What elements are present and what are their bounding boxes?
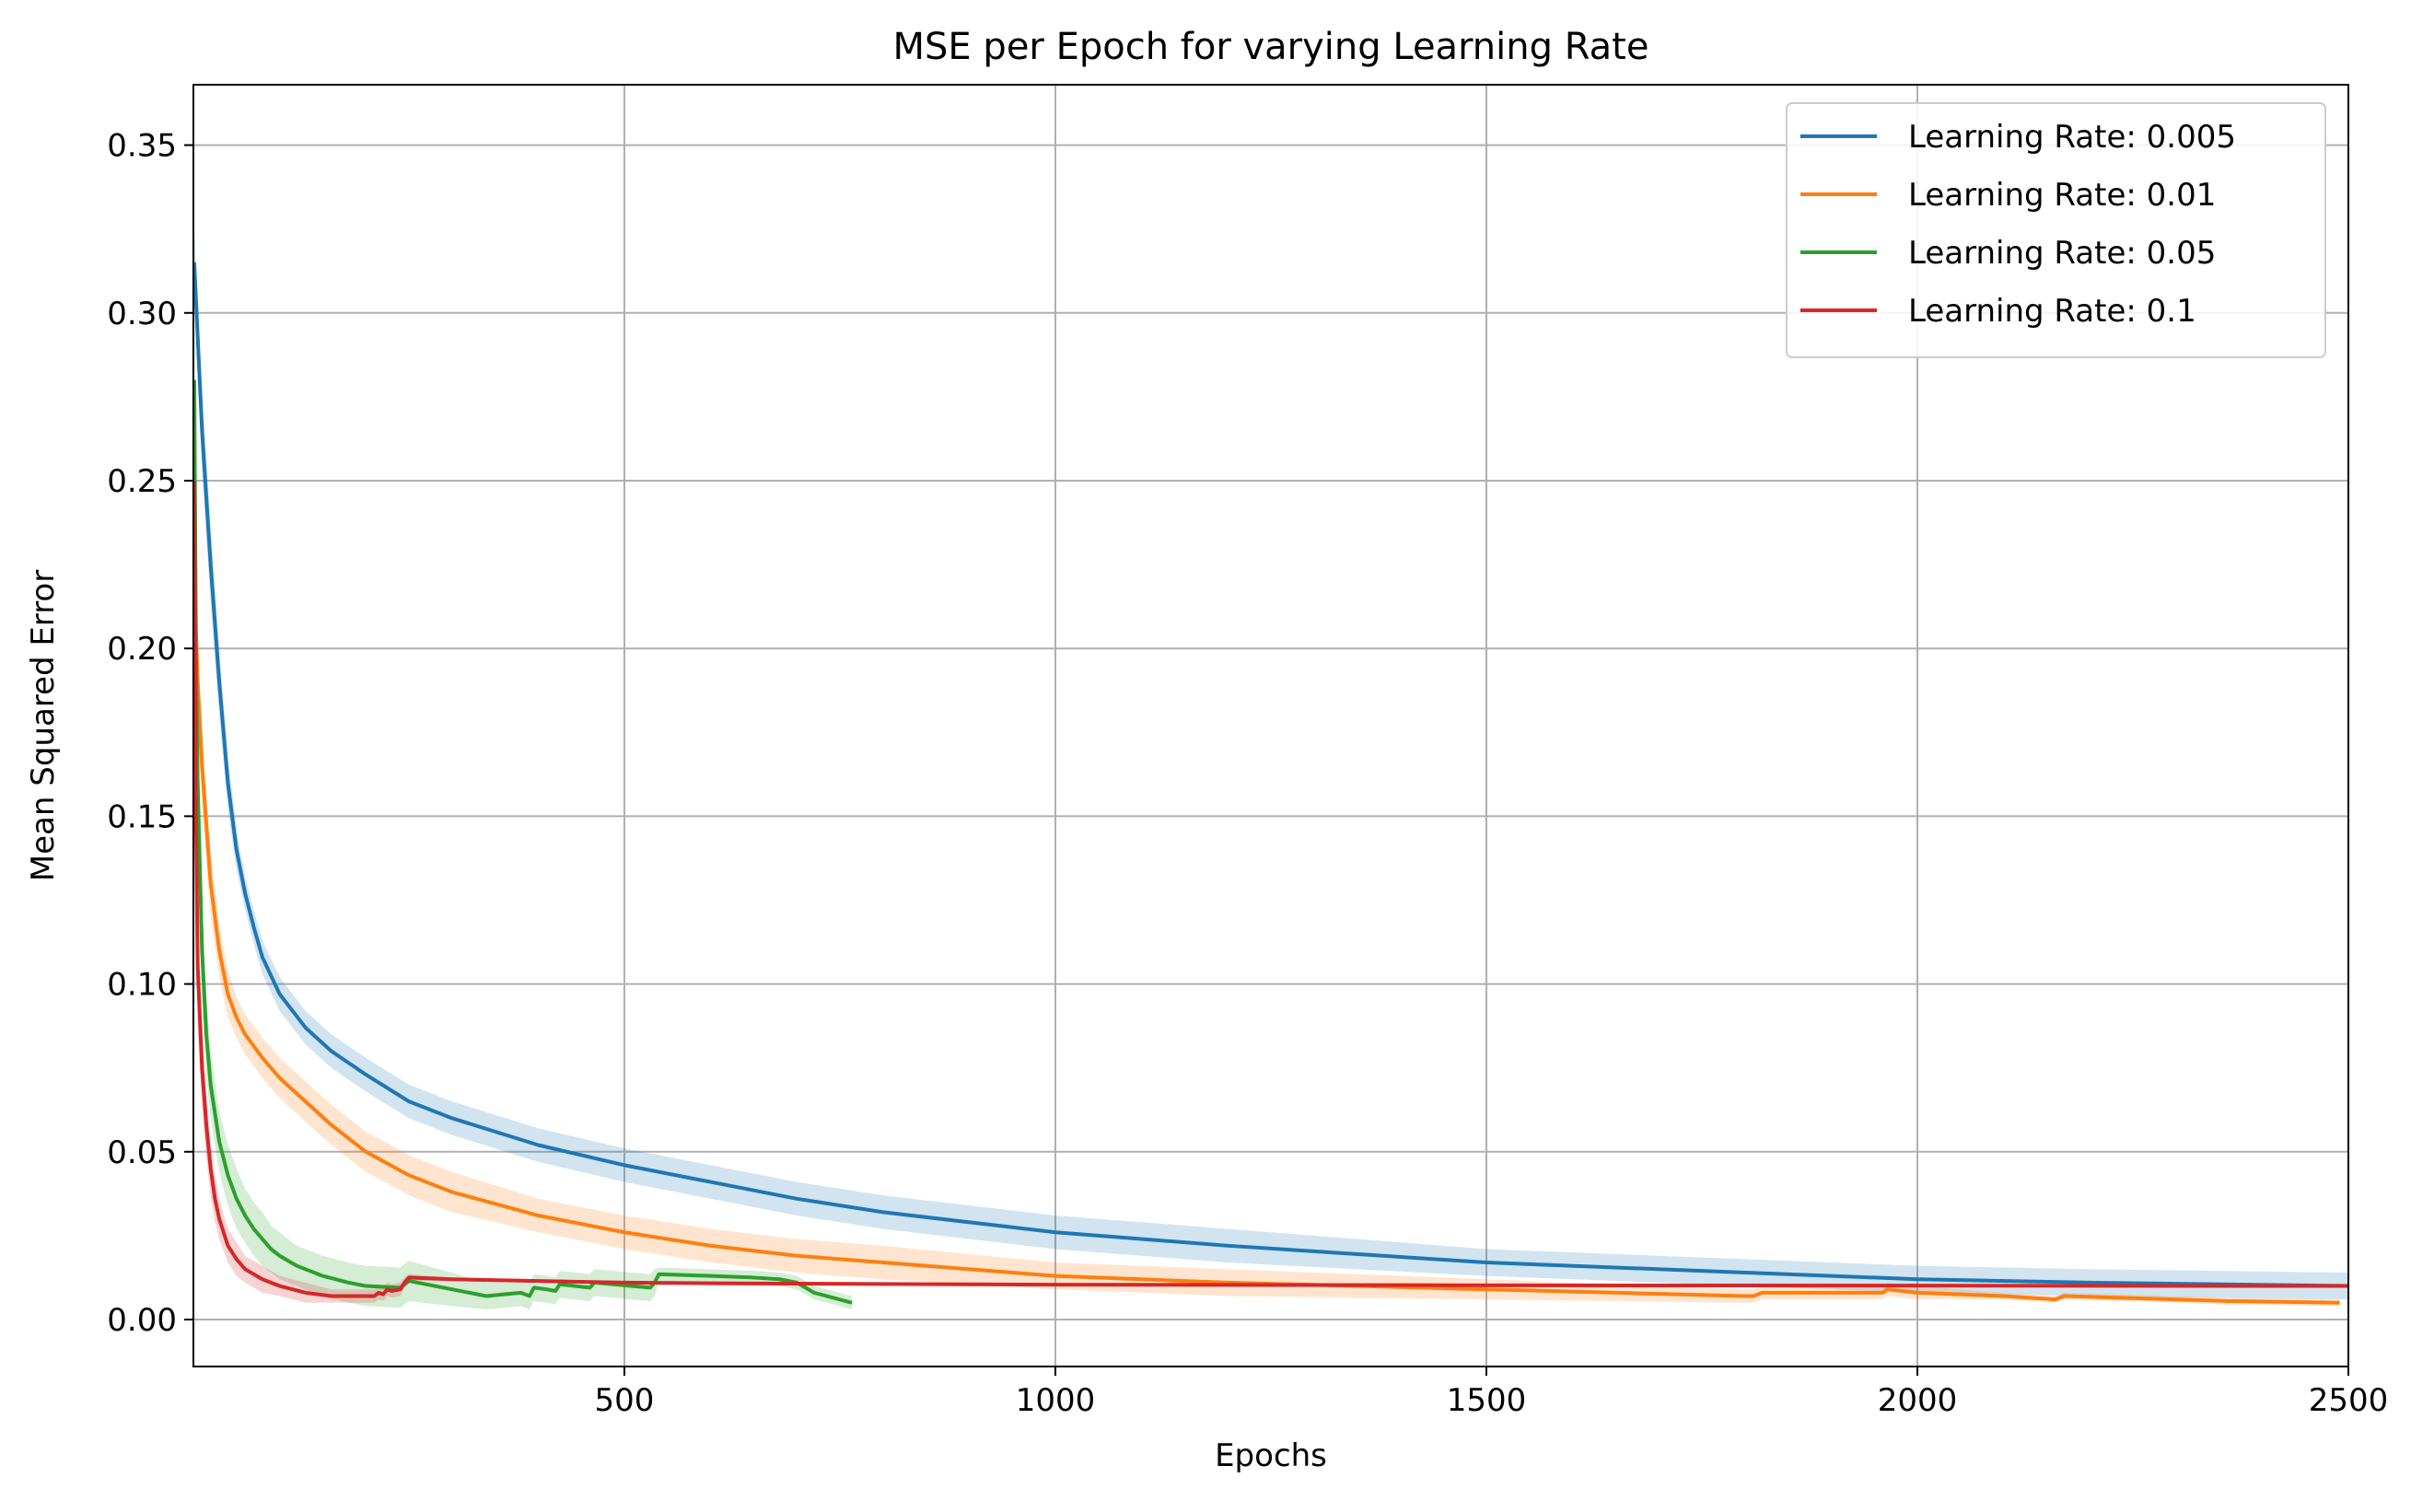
y-tick-label: 0.25 (107, 463, 177, 500)
series-line (192, 379, 853, 1305)
legend-label: Learning Rate: 0.005 (1908, 119, 2236, 156)
series-lines (192, 262, 2349, 1305)
confidence-bands (193, 228, 2348, 1310)
series-band (193, 330, 853, 1310)
x-tick-label: 2000 (1878, 1382, 1958, 1419)
y-tick-label: 0.30 (107, 296, 177, 332)
y-axis-label: Mean Squared Error (25, 570, 62, 881)
y-tick-label: 0.20 (107, 631, 177, 668)
series-line (192, 262, 2349, 1288)
x-tick-label: 500 (595, 1382, 655, 1419)
series-line (192, 581, 2340, 1305)
legend-label: Learning Rate: 0.1 (1908, 293, 2196, 330)
chart-title: MSE per Epoch for varying Learning Rate (893, 26, 1649, 68)
series-line (192, 480, 2349, 1298)
plot-frame (192, 84, 2349, 1367)
y-tick-label: 0.15 (107, 798, 177, 835)
x-axis-label: Epochs (1215, 1437, 1327, 1474)
x-tick-label: 2500 (2309, 1382, 2389, 1419)
legend: Learning Rate: 0.005 Learning Rate: 0.01 L… (1786, 102, 2326, 358)
grid-lines (193, 85, 2349, 1367)
legend-box (1786, 102, 2326, 358)
y-tick-label: 0.05 (107, 1134, 177, 1171)
x-axis-ticks: 500 1000 1500 2000 2500 (595, 1367, 2389, 1419)
y-axis-ticks: 0.00 0.05 0.10 0.15 0.20 0.25 0.30 0.35 (107, 128, 193, 1339)
y-tick-label: 0.35 (107, 128, 177, 165)
x-tick-label: 1500 (1447, 1382, 1527, 1419)
y-tick-label: 0.10 (107, 967, 177, 1004)
y-tick-label: 0.00 (107, 1302, 177, 1339)
legend-label: Learning Rate: 0.05 (1908, 235, 2216, 272)
x-tick-label: 1000 (1016, 1382, 1096, 1419)
legend-label: Learning Rate: 0.01 (1908, 177, 2216, 214)
